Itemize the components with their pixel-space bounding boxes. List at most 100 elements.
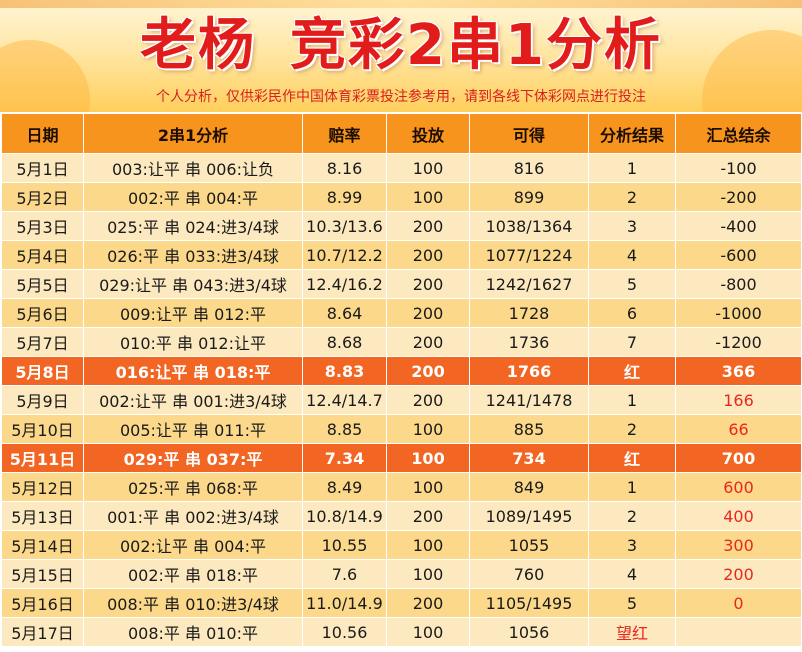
cell-odds: 7.34 xyxy=(302,443,387,473)
cell-pick: 002:平 串 004:平 xyxy=(83,182,303,212)
cell-payout: 885 xyxy=(469,414,589,444)
cell-pick: 029:让平 串 043:进3/4球 xyxy=(83,269,303,299)
cell-date: 5月13日 xyxy=(1,501,84,531)
cell-result: 5 xyxy=(588,269,676,299)
cell-odds: 8.49 xyxy=(302,472,387,502)
table-row: 5月16日 008:平 串 010:进3/4球 11.0/14.9 200 1105/1… xyxy=(1,588,802,618)
cell-odds: 10.7/12.2 xyxy=(302,240,387,270)
cell-odds: 11.0/14.9 xyxy=(302,588,387,618)
header-date: 日期 xyxy=(1,113,84,154)
cell-result: 1 xyxy=(588,385,676,415)
cell-stake: 200 xyxy=(386,588,470,618)
cell-stake: 200 xyxy=(386,385,470,415)
cell-balance: 200 xyxy=(675,559,802,589)
cell-balance: 700 xyxy=(675,443,802,473)
cell-balance: 66 xyxy=(675,414,802,444)
cell-odds: 8.85 xyxy=(302,414,387,444)
cell-balance: 400 xyxy=(675,501,802,531)
header-balance: 汇总结余 xyxy=(675,113,802,154)
banner-subtitle: 个人分析，仅供彩民作中国体育彩票投注参考用，请到各线下体彩网点进行投注 xyxy=(156,89,646,105)
cell-stake: 200 xyxy=(386,501,470,531)
cell-payout: 1055 xyxy=(469,530,589,560)
cell-pick: 002:平 串 018:平 xyxy=(83,559,303,589)
banner: 老杨 竞彩2串1分析 个人分析，仅供彩民作中国体育彩票投注参考用，请到各线下体彩网… xyxy=(0,0,802,112)
table-row: 5月13日 001:平 串 002:进3/4球 10.8/14.9 200 1089/1… xyxy=(1,501,802,531)
cell-payout: 1736 xyxy=(469,327,589,357)
analysis-table: 日期 2串1分析 赔率 投放 可得 分析结果 汇总结余 5月1日 003:让平 串… xyxy=(1,113,802,647)
cell-pick: 009:让平 串 012:平 xyxy=(83,298,303,328)
cell-date: 5月1日 xyxy=(1,153,84,183)
cell-pick: 016:让平 串 018:平 xyxy=(83,356,303,386)
table-row: 5月11日 029:平 串 037:平 7.34 100 734 红 700 xyxy=(1,443,802,473)
cell-balance: 300 xyxy=(675,530,802,560)
cell-pick: 003:让平 串 006:让负 xyxy=(83,153,303,183)
cell-result: 2 xyxy=(588,414,676,444)
cell-date: 5月10日 xyxy=(1,414,84,444)
cell-odds: 12.4/16.2 xyxy=(302,269,387,299)
cell-payout: 1241/1478 xyxy=(469,385,589,415)
cell-payout: 1242/1627 xyxy=(469,269,589,299)
cell-date: 5月12日 xyxy=(1,472,84,502)
cell-stake: 200 xyxy=(386,298,470,328)
cell-stake: 100 xyxy=(386,472,470,502)
table-row: 5月8日 016:让平 串 018:平 8.83 200 1766 红 366 xyxy=(1,356,802,386)
cell-odds: 8.64 xyxy=(302,298,387,328)
cell-stake: 200 xyxy=(386,211,470,241)
cell-balance: -100 xyxy=(675,153,802,183)
cell-date: 5月3日 xyxy=(1,211,84,241)
table-row: 5月5日 029:让平 串 043:进3/4球 12.4/16.2 200 1242/1… xyxy=(1,269,802,299)
table-row: 5月9日 002:让平 串 001:进3/4球 12.4/14.7 200 1241/1… xyxy=(1,385,802,415)
cell-pick: 008:平 串 010:进3/4球 xyxy=(83,588,303,618)
cell-stake: 100 xyxy=(386,443,470,473)
header-result: 分析结果 xyxy=(588,113,676,154)
cell-payout: 1038/1364 xyxy=(469,211,589,241)
table-row: 5月4日 026:平 串 033:进3/4球 10.7/12.2 200 1077/12… xyxy=(1,240,802,270)
header-odds: 赔率 xyxy=(302,113,387,154)
cell-stake: 200 xyxy=(386,327,470,357)
cell-date: 5月4日 xyxy=(1,240,84,270)
header-payout: 可得 xyxy=(469,113,589,154)
cell-balance: -1200 xyxy=(675,327,802,357)
cell-date: 5月15日 xyxy=(1,559,84,589)
cell-stake: 100 xyxy=(386,182,470,212)
cell-stake: 200 xyxy=(386,269,470,299)
cell-odds: 10.56 xyxy=(302,617,387,647)
cell-date: 5月6日 xyxy=(1,298,84,328)
table-row: 5月1日 003:让平 串 006:让负 8.16 100 816 1 -100 xyxy=(1,153,802,183)
banner-title-main: 竞彩2串1分析 xyxy=(290,13,662,78)
cell-result: 7 xyxy=(588,327,676,357)
cell-payout: 760 xyxy=(469,559,589,589)
cell-pick: 002:让平 串 004:平 xyxy=(83,530,303,560)
cell-odds: 8.16 xyxy=(302,153,387,183)
cell-balance: -400 xyxy=(675,211,802,241)
cell-odds: 12.4/14.7 xyxy=(302,385,387,415)
cell-balance: 366 xyxy=(675,356,802,386)
cell-balance: -600 xyxy=(675,240,802,270)
cell-date: 5月11日 xyxy=(1,443,84,473)
header-pick: 2串1分析 xyxy=(83,113,303,154)
cell-balance: 166 xyxy=(675,385,802,415)
cell-date: 5月5日 xyxy=(1,269,84,299)
table-row: 5月10日 005:让平 串 011:平 8.85 100 885 2 66 xyxy=(1,414,802,444)
cell-odds: 7.6 xyxy=(302,559,387,589)
table-row: 5月14日 002:让平 串 004:平 10.55 100 1055 3 300 xyxy=(1,530,802,560)
cell-payout: 849 xyxy=(469,472,589,502)
cell-pick: 010:平 串 012:让平 xyxy=(83,327,303,357)
cell-odds: 8.83 xyxy=(302,356,387,386)
cell-stake: 100 xyxy=(386,530,470,560)
cell-payout: 1089/1495 xyxy=(469,501,589,531)
cell-result: 5 xyxy=(588,588,676,618)
cell-result: 1 xyxy=(588,153,676,183)
table-row: 5月2日 002:平 串 004:平 8.99 100 899 2 -200 xyxy=(1,182,802,212)
cell-balance xyxy=(675,617,802,647)
cell-stake: 100 xyxy=(386,617,470,647)
table-row: 5月3日 025:平 串 024:进3/4球 10.3/13.6 200 1038/13… xyxy=(1,211,802,241)
cell-result: 4 xyxy=(588,240,676,270)
cell-odds: 8.99 xyxy=(302,182,387,212)
cell-date: 5月2日 xyxy=(1,182,84,212)
cell-date: 5月8日 xyxy=(1,356,84,386)
cell-result: 6 xyxy=(588,298,676,328)
cell-date: 5月17日 xyxy=(1,617,84,647)
table-row: 5月6日 009:让平 串 012:平 8.64 200 1728 6 -1000 xyxy=(1,298,802,328)
table-row: 5月15日 002:平 串 018:平 7.6 100 760 4 200 xyxy=(1,559,802,589)
